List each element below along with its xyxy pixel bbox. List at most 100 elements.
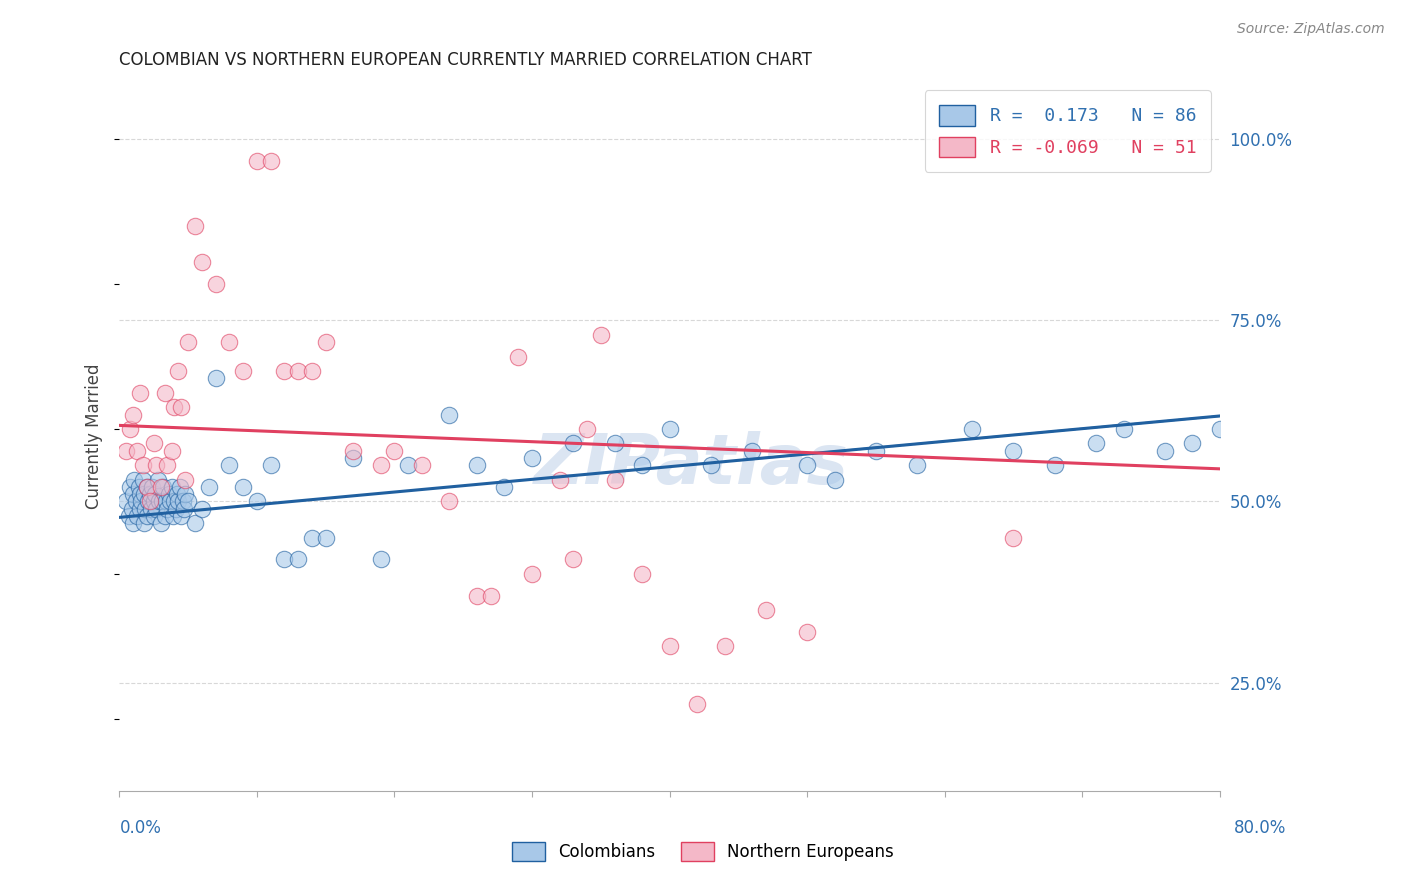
Point [562,552,585,566]
Point [135,480,157,494]
Point [439,494,461,508]
Point [865,443,887,458]
Point [191,255,214,269]
Point [273,364,295,378]
Legend: Colombians, Northern Europeans: Colombians, Northern Europeans [505,835,901,868]
Point [1209,422,1232,436]
Point [174,473,197,487]
Point [129,385,152,400]
Point [1002,443,1025,458]
Point [153,385,176,400]
Point [259,458,281,473]
Point [135,480,157,494]
Point [157,487,180,501]
Point [439,408,461,422]
Point [135,508,157,523]
Point [197,480,219,494]
Text: 80.0%: 80.0% [1234,819,1286,837]
Point [631,566,654,581]
Point [1043,458,1066,473]
Point [342,450,364,465]
Point [824,473,846,487]
Point [315,531,337,545]
Point [142,508,165,523]
Point [120,422,142,436]
Point [120,480,142,494]
Text: 0.0%: 0.0% [120,819,162,837]
Point [520,450,543,465]
Point [124,473,146,487]
Point [166,487,188,501]
Point [465,589,488,603]
Point [370,552,392,566]
Point [576,422,599,436]
Point [156,501,179,516]
Point [796,458,818,473]
Point [232,364,254,378]
Point [184,219,207,234]
Point [169,480,191,494]
Point [494,480,516,494]
Point [411,458,433,473]
Point [122,487,145,501]
Point [132,487,155,501]
Point [384,443,406,458]
Point [159,494,181,508]
Point [520,566,543,581]
Text: COLOMBIAN VS NORTHERN EUROPEAN CURRENTLY MARRIED CORRELATION CHART: COLOMBIAN VS NORTHERN EUROPEAN CURRENTLY… [120,51,813,69]
Point [129,494,152,508]
Point [150,494,173,508]
Point [905,458,928,473]
Point [165,501,187,516]
Point [658,640,681,654]
Point [603,436,626,450]
Point [342,443,364,458]
Point [136,494,159,508]
Point [173,501,195,516]
Point [160,480,183,494]
Point [204,277,226,292]
Point [162,508,184,523]
Point [142,436,165,450]
Point [658,422,681,436]
Point [149,516,172,531]
Point [548,473,571,487]
Point [796,624,818,639]
Point [129,501,152,516]
Point [204,371,226,385]
Point [138,487,160,501]
Point [1112,422,1135,436]
Point [301,531,323,545]
Point [146,473,169,487]
Point [122,516,145,531]
Point [177,335,200,350]
Point [128,480,150,494]
Point [127,443,149,458]
Point [479,589,502,603]
Text: Source: ZipAtlas.com: Source: ZipAtlas.com [1237,22,1385,37]
Point [143,487,166,501]
Point [741,443,763,458]
Point [172,494,194,508]
Point [142,494,165,508]
Point [163,401,186,415]
Point [132,516,155,531]
Point [396,458,419,473]
Point [163,494,186,508]
Point [170,401,193,415]
Legend: R =  0.173   N = 86, R = -0.069   N = 51: R = 0.173 N = 86, R = -0.069 N = 51 [925,90,1211,172]
Point [129,487,152,501]
Point [145,458,167,473]
Point [218,335,240,350]
Point [1002,531,1025,545]
Point [508,350,530,364]
Point [287,552,309,566]
Point [218,458,240,473]
Point [246,494,269,508]
Point [149,480,172,494]
Point [131,458,153,473]
Point [170,508,193,523]
Point [127,508,149,523]
Point [115,494,138,508]
Point [1181,436,1204,450]
